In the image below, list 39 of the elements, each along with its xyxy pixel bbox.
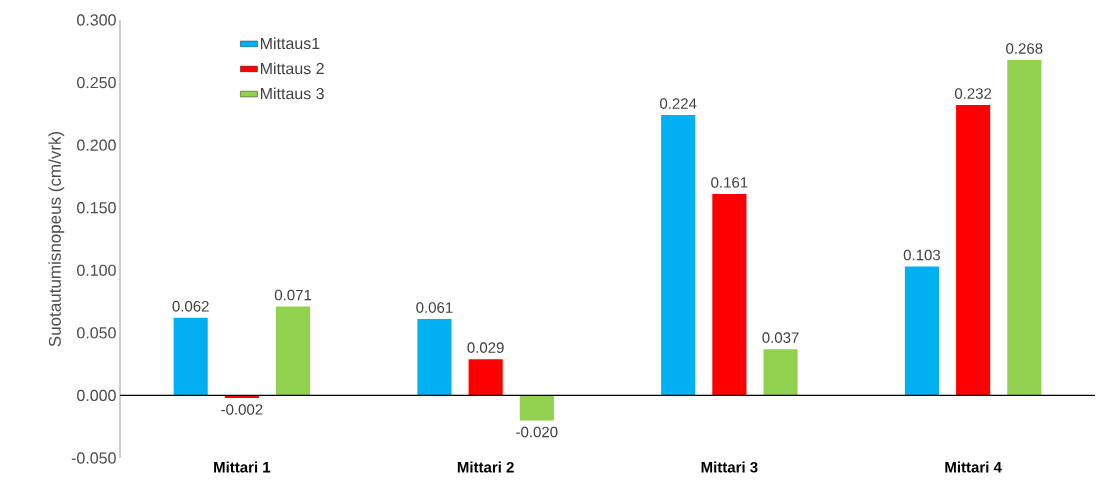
data-label: 0.103 — [903, 249, 941, 261]
data-label: -0.002 — [221, 404, 263, 415]
y-tick-label: 0.250 — [77, 76, 116, 89]
bar — [712, 193, 747, 396]
y-tick-label: 0.150 — [77, 202, 116, 214]
y-tick-label: 0.100 — [77, 264, 116, 276]
data-label: 0.224 — [660, 98, 697, 109]
bar — [763, 349, 798, 396]
bar — [904, 266, 940, 396]
data-label: 0.268 — [1006, 43, 1043, 54]
bar — [519, 395, 554, 421]
bar — [173, 317, 208, 396]
x-tick-label: Mittari 4 — [945, 461, 1002, 473]
data-label: 0.029 — [467, 342, 504, 353]
data-label: 0.071 — [274, 289, 312, 301]
data-label: 0.062 — [172, 301, 209, 312]
bar — [1007, 60, 1042, 396]
y-tick-label: 0.000 — [77, 389, 116, 402]
legend-label: Mittaus 3 — [260, 87, 324, 100]
y-axis-title: Suotautumisnopeus (cm/vrk) — [48, 131, 65, 347]
x-tick-label: Mittari 1 — [214, 461, 271, 473]
y-tick-label: 0.200 — [77, 139, 116, 151]
x-tick-label: Mittari 2 — [457, 461, 514, 473]
data-label: -0.020 — [516, 426, 558, 438]
legend-label: Mittaus 2 — [260, 62, 324, 75]
data-label: 0.161 — [711, 177, 748, 188]
bar — [468, 359, 503, 396]
bar — [417, 319, 452, 396]
y-tick-label: 0.300 — [77, 14, 116, 26]
bar — [956, 105, 991, 396]
y-tick-label: -0.050 — [71, 452, 116, 464]
bar — [276, 306, 311, 396]
data-label: 0.061 — [416, 302, 453, 313]
data-label: 0.037 — [762, 332, 799, 343]
x-tick-label: Mittari 3 — [701, 461, 758, 473]
legend-label: Mittaus1 — [260, 37, 320, 50]
bar — [661, 115, 696, 396]
y-tick-label: 0.050 — [77, 327, 116, 339]
data-label: 0.232 — [954, 88, 992, 99]
